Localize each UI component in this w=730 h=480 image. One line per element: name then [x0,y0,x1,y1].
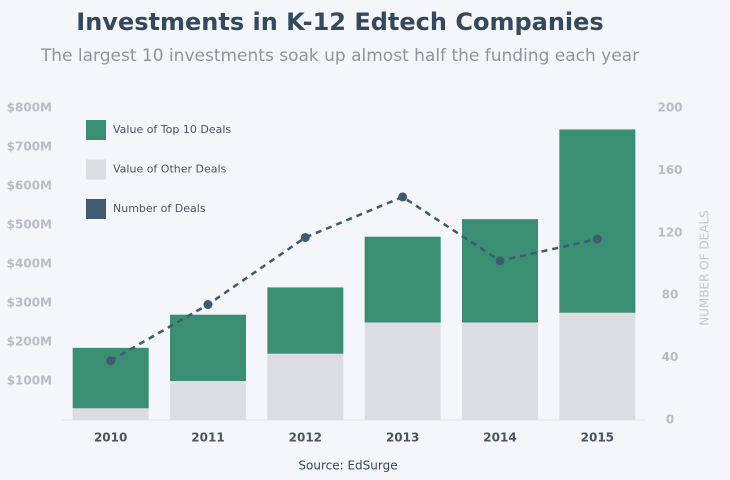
y-tick-label: $200M [7,335,52,349]
legend-label: Value of Top 10 Deals [113,123,231,136]
x-tick-label: 2011 [191,431,224,445]
y2-tick-label: 0 [666,413,674,427]
bar-segment [170,381,246,420]
x-tick-label: 2015 [581,431,614,445]
x-tick-label: 2012 [289,431,322,445]
bar-segment [170,314,246,381]
line-point [398,192,408,202]
y-tick-label: $400M [7,257,52,271]
line-point [495,256,505,266]
source: Source: EdSurge [298,459,397,473]
y-tick-label: $800M [7,101,52,115]
chart-subtitle: The largest 10 investments soak up almos… [40,46,639,66]
legend-swatch [86,199,106,219]
legend-label: Number of Deals [113,202,206,215]
line-point [592,234,602,244]
bar-segment [267,287,344,354]
line-point [203,300,213,310]
bar-segment [462,322,538,420]
y-tick-label: $700M [7,140,52,154]
line-point [300,232,310,242]
x-tick-label: 2014 [483,431,516,445]
line-point [106,356,116,366]
bar-segment [267,353,344,420]
bar-segment [462,219,538,323]
y-tick-label: $300M [7,296,52,310]
y2-tick-label: 40 [662,350,679,364]
y-tick-label: $500M [7,218,52,232]
legend-swatch [86,159,106,180]
y2-axis-label: NUMBER OF DEALS [698,210,712,326]
bar-segment [559,129,636,313]
y-tick-label: $100M [7,374,52,388]
legend-label: Value of Other Deals [113,163,227,176]
y2-tick-label: 120 [657,225,682,239]
y2-tick-label: 80 [662,288,679,302]
bar-segment [559,312,636,420]
line [110,195,598,362]
bar-segment [364,322,441,420]
chart-title: Investments in K-12 Edtech Companies [76,8,603,36]
y-tick-label: $600M [7,179,52,193]
x-tick-label: 2013 [386,431,419,445]
bar-segment [364,236,441,323]
x-tick-label: 2010 [94,431,127,445]
y2-tick-label: 200 [657,101,682,115]
legend-swatch [86,120,106,140]
bar-segment [72,408,149,420]
y2-tick-label: 160 [657,163,682,177]
